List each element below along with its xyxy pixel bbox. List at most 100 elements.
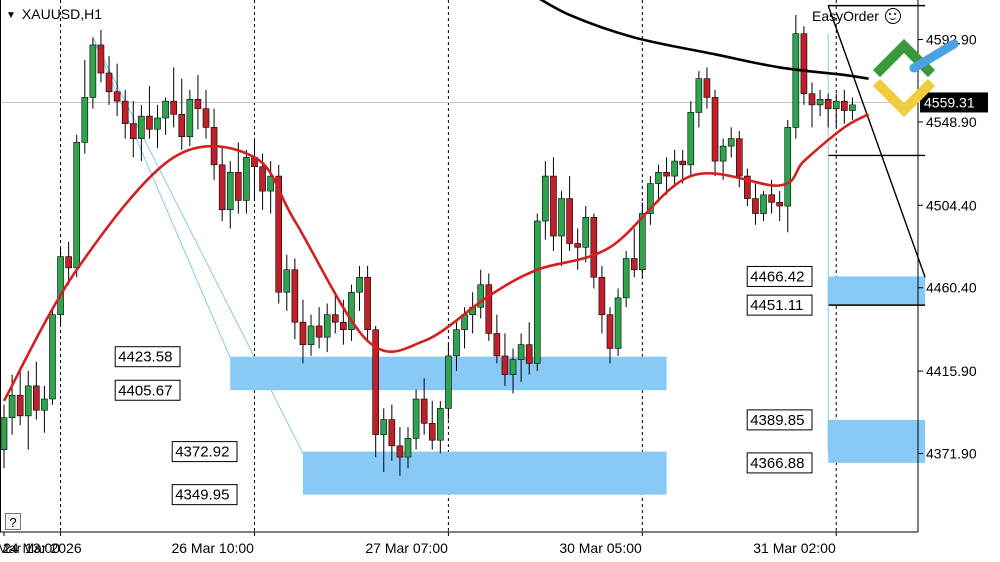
- candle: [65, 241, 72, 285]
- candle-body: [841, 100, 848, 111]
- candle-body: [380, 419, 388, 435]
- candle: [760, 191, 767, 222]
- label-box: [746, 265, 813, 287]
- fib-ray-line: [92, 37, 231, 358]
- label-box: [114, 346, 181, 368]
- candle-layer: [0, 14, 856, 476]
- candle: [24, 370, 32, 450]
- candle-body: [800, 33, 808, 94]
- candle: [57, 247, 64, 326]
- label-text: 4349.95: [175, 487, 229, 504]
- symbol-header[interactable]: ▼ XAUUSD,H1: [6, 6, 102, 22]
- candle-body: [388, 419, 396, 447]
- candle-body: [218, 164, 226, 211]
- candle: [291, 258, 299, 340]
- candle: [235, 142, 242, 214]
- smiley-icon[interactable]: [884, 8, 901, 24]
- candle-body: [566, 198, 573, 244]
- candle-body: [445, 355, 452, 409]
- help-button[interactable]: ?: [5, 513, 21, 530]
- candle-body: [105, 72, 113, 93]
- label-text: 4389.85: [750, 412, 804, 429]
- candle-body: [735, 138, 743, 177]
- candle: [299, 299, 307, 364]
- candle-body: [517, 344, 525, 360]
- candle: [566, 176, 573, 252]
- candle-body: [267, 175, 274, 192]
- candle: [606, 307, 614, 364]
- candle-body: [776, 202, 783, 207]
- candle-body: [307, 325, 315, 345]
- level-label-layer: 4423.58 4405.67 4372.92 4349.95 4466.42 4451.…: [114, 265, 813, 506]
- candle-body: [703, 78, 711, 98]
- candle: [477, 269, 485, 319]
- time-tick-label: 25 Mar 13:00: [0, 540, 60, 556]
- label-box: [746, 409, 813, 431]
- candle: [348, 284, 355, 341]
- candle: [533, 213, 541, 371]
- zone-price-label: 4389.85: [746, 409, 813, 431]
- candle-body: [194, 98, 202, 109]
- easyorder-title: EasyOrder: [812, 8, 879, 24]
- candle-body: [138, 115, 145, 139]
- zone-price-label: 4405.67: [114, 379, 181, 401]
- candle: [437, 400, 444, 454]
- candle: [81, 59, 89, 154]
- price-tick-label: 4504.40: [926, 197, 977, 213]
- candle: [218, 146, 226, 222]
- label-text: 4423.58: [118, 349, 172, 366]
- candle-body: [687, 112, 695, 166]
- candle-body: [89, 44, 97, 98]
- candle: [283, 254, 291, 311]
- time-tick-label: 26 Mar 10:00: [171, 540, 254, 556]
- candle: [542, 161, 549, 240]
- candle-body: [719, 145, 727, 162]
- candle: [121, 89, 129, 139]
- candle: [154, 104, 161, 148]
- candle-body: [760, 194, 767, 214]
- candle: [162, 97, 169, 135]
- candle: [202, 89, 210, 139]
- candle-body: [170, 100, 177, 115]
- candle: [73, 134, 81, 278]
- candle-body: [243, 157, 250, 201]
- candle-body: [121, 100, 129, 124]
- candle: [525, 322, 533, 375]
- candle: [16, 367, 24, 426]
- candle: [647, 176, 654, 225]
- dropdown-triangle-icon[interactable]: ▼: [6, 10, 16, 21]
- candle-body: [146, 115, 153, 130]
- zone-price-label: 4372.92: [171, 441, 238, 463]
- candle-body: [372, 329, 379, 435]
- candle: [703, 67, 711, 109]
- zone-price-label: 4349.95: [171, 484, 238, 506]
- candle: [178, 78, 186, 150]
- candle: [404, 427, 412, 469]
- candle-body: [178, 113, 186, 138]
- easyorder-panel[interactable]: EasyOrder: [808, 5, 916, 27]
- label-text: 4466.42: [750, 268, 804, 285]
- candle: [113, 63, 121, 117]
- candle-body: [323, 314, 331, 338]
- candle: [0, 404, 8, 469]
- candle: [808, 82, 816, 128]
- candle: [445, 344, 452, 420]
- candle-body: [493, 333, 501, 357]
- candle: [146, 86, 153, 139]
- candle-body: [331, 314, 339, 323]
- price-tick-label: 4371.90: [926, 446, 977, 462]
- candle: [849, 97, 856, 120]
- zone-price-label: 4451.11: [746, 294, 813, 316]
- candle-body: [550, 175, 557, 237]
- candle-body: [16, 394, 24, 417]
- candle: [493, 314, 501, 364]
- time-tick-label: 27 Mar 07:00: [365, 540, 448, 556]
- label-box: [746, 452, 813, 474]
- candle: [792, 14, 800, 139]
- candle-body: [65, 256, 72, 269]
- candle-body: [428, 423, 436, 441]
- candle-body: [437, 408, 444, 441]
- candle: [307, 314, 315, 356]
- candle-body: [614, 297, 622, 349]
